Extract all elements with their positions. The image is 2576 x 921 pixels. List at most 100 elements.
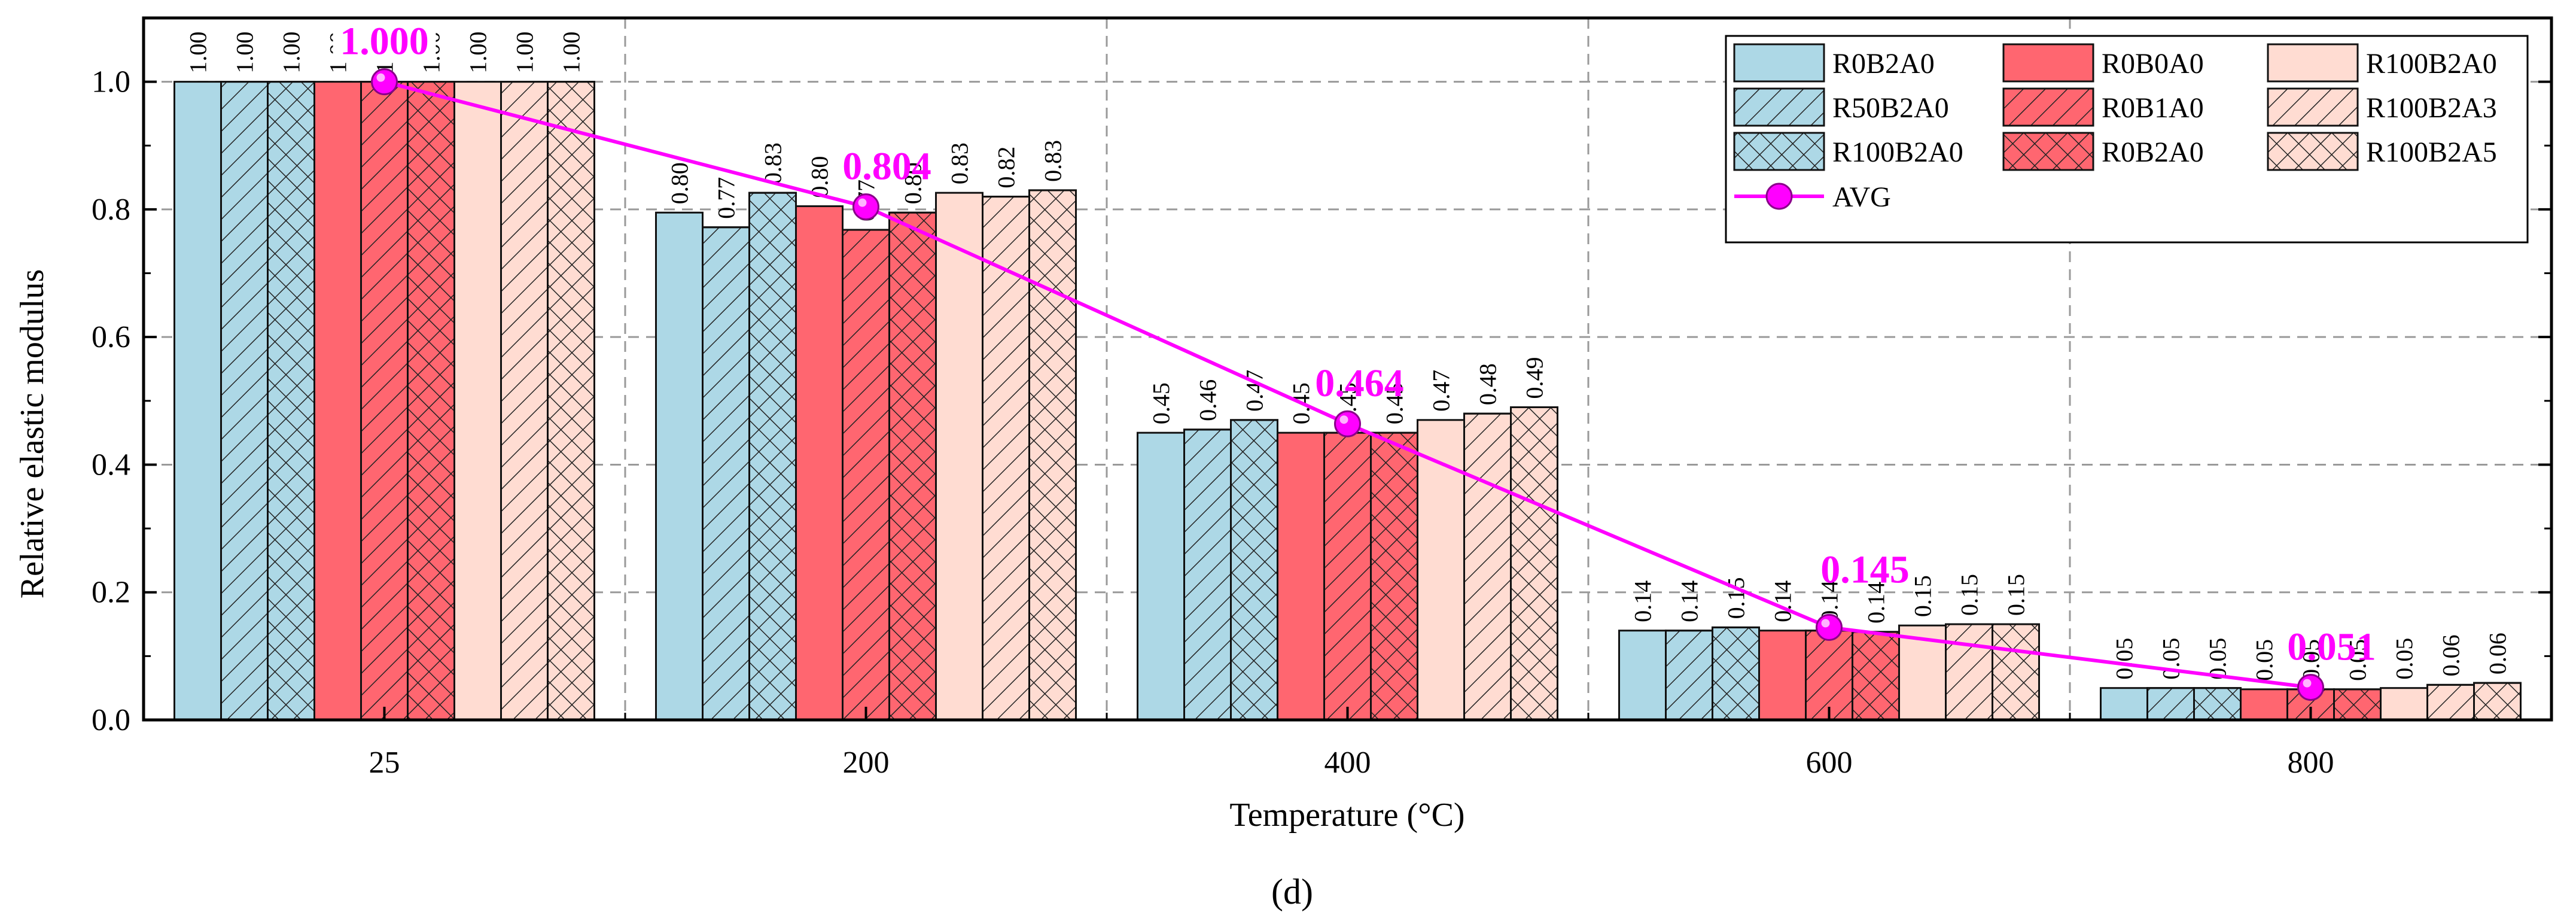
bar-value-labels: 1.001.001.001.001.001.001.001.001.000.80…: [185, 32, 2511, 681]
legend-swatch-pattern-R50B2A0: [1733, 87, 1825, 127]
y-tick-label: 0.0: [92, 703, 130, 737]
bar-pattern-R100B2A5-25: [547, 81, 595, 721]
bar-value-label: 0.80: [900, 162, 927, 204]
bar-pattern-R100B2A5-800: [2473, 682, 2522, 721]
figure-caption: (d): [1271, 872, 1313, 911]
bar-value-label: 0.15: [1956, 574, 1983, 616]
bar-value-label: 0.47: [1428, 370, 1455, 412]
bar-R100B2A0-200: [935, 192, 983, 721]
bar-R0B2A0-800: [2100, 687, 2148, 721]
avg-point: [371, 68, 398, 96]
bar-pattern-R100B2A0-25: [267, 81, 315, 721]
bar-value-label: 0.05: [2391, 638, 2418, 680]
avg-point: [2297, 674, 2324, 701]
bar-value-label: 0.45: [1381, 382, 1408, 424]
avg-point: [852, 193, 879, 221]
bar-value-label: 0.05: [2204, 638, 2231, 680]
legend-swatch-R0B0A0: [2002, 43, 2094, 83]
bar-value-label: 0.83: [946, 142, 973, 184]
bar-value-label: 0.05: [2344, 639, 2371, 681]
legend-swatch-R100B2A0: [2267, 43, 2359, 83]
legend-label: R50B2A0: [1832, 92, 1949, 124]
bar-value-label: 0.48: [1475, 363, 1502, 405]
bar-value-label: 0.05: [2111, 638, 2138, 680]
legend-label: R100B2A0: [1832, 136, 1963, 168]
bar-pattern-R100B2A5-200: [1028, 189, 1077, 721]
bar-R100B2A0-800: [2380, 687, 2428, 721]
legend-label: R100B2A3: [2366, 92, 2497, 124]
y-axis-title: Relative elastic modulus: [14, 269, 51, 599]
x-tick-label: 25: [369, 746, 400, 780]
bar-pattern-R100B2A5-400: [1510, 406, 1558, 721]
x-tick-label: 200: [843, 746, 890, 780]
bar-value-label: 1.00: [185, 32, 212, 74]
legend-avg-marker: [1765, 183, 1793, 210]
avg-value-label: 0.145: [1820, 548, 1910, 591]
legend: R0B2A0 R50B2A0 R100B2A0 R0B0A0 R0B1A0 R0B2A0 R…: [1725, 35, 2529, 244]
legend-label: R100B2A0: [2366, 48, 2497, 80]
bar-pattern-R0B1A0-25: [360, 81, 409, 721]
bar-value-label: 0.05: [2251, 639, 2278, 681]
bar-R0B2A0-200: [655, 211, 704, 721]
avg-label-bg: [333, 19, 436, 62]
avg-point-highlight: [376, 73, 385, 82]
bar-pattern-R0B1A0-400: [1323, 431, 1372, 721]
bar-value-label: 0.83: [760, 142, 787, 184]
bar-R0B0A0-400: [1277, 431, 1325, 721]
bar-R0B2A0-600: [1618, 630, 1667, 721]
bar-value-label: 1.00: [278, 32, 305, 74]
bar-value-label: 0.14: [1863, 582, 1890, 624]
bar-pattern-R100B2A3-600: [1945, 623, 1993, 721]
bar-R100B2A0-25: [453, 81, 502, 721]
bar-pattern-R100B2A3-25: [500, 81, 549, 721]
bar-value-label: 0.83: [1040, 140, 1067, 182]
legend-label: R0B2A0: [1832, 48, 1935, 80]
avg-value-label: 1.000: [340, 20, 429, 63]
bar-value-label: 1.00: [558, 32, 585, 74]
bar-R0B0A0-600: [1758, 630, 1807, 721]
bar-value-label: 0.77: [713, 177, 740, 219]
bar-pattern-R50B2A0-25: [220, 81, 269, 721]
legend-swatch-R0B2A0: [1733, 43, 1825, 83]
axes: 0.0 0.2 0.4 0.6 0.8 1.0 25 200 400 600 800: [92, 16, 2553, 780]
bar-value-label: 0.49: [1521, 357, 1548, 399]
bar-value-label: 1.00: [232, 32, 258, 74]
bar-pattern-R100B2A5-600: [1992, 623, 2040, 721]
bar-R0B0A0-200: [795, 205, 844, 721]
legend-label: R0B1A0: [2102, 92, 2204, 124]
legend-label-avg: AVG: [1832, 181, 1891, 213]
bar-pattern-R0B2A0-200: [888, 211, 937, 721]
legend-swatch-pattern-R0B2A0: [2002, 132, 2094, 171]
y-tick-label: 0.2: [92, 576, 130, 610]
bar-R0B0A0-800: [2240, 688, 2288, 721]
bar-pattern-R50B2A0-200: [702, 226, 750, 721]
bar-value-label: 0.80: [666, 162, 693, 204]
bar-pattern-R100B2A0-200: [748, 192, 797, 721]
bar-R0B2A0-25: [173, 81, 222, 721]
bar-value-label: 0.45: [1148, 382, 1175, 424]
legend-label: R100B2A5: [2366, 136, 2497, 168]
avg-value-label: 0.464: [1315, 361, 1404, 405]
avg-point-highlight: [1821, 619, 1830, 628]
bar-pattern-R0B2A0-25: [407, 81, 455, 721]
x-axis-title: Temperature (°C): [1229, 797, 1464, 834]
bar-value-label: 0.14: [1630, 580, 1657, 622]
bar-value-label: 0.82: [993, 147, 1020, 189]
x-tick-label: 400: [1324, 746, 1371, 780]
bar-pattern-R100B2A3-400: [1463, 412, 1512, 721]
x-tick-label: 800: [2288, 746, 2334, 780]
bar-value-label: 0.06: [2438, 634, 2465, 676]
bar-R0B0A0-25: [313, 81, 362, 721]
bar-value-label: 0.14: [1770, 580, 1796, 622]
y-tick-label: 0.4: [92, 448, 130, 482]
avg-point-highlight: [2303, 679, 2312, 688]
legend-label: R0B0A0: [2102, 48, 2204, 80]
bar-pattern-R100B2A3-200: [982, 196, 1030, 721]
avg-point: [1816, 613, 1843, 641]
avg-point-highlight: [1339, 415, 1348, 424]
bar-value-label: 0.05: [2158, 638, 2185, 680]
y-tick-label: 0.8: [92, 193, 130, 227]
bar-pattern-R0B1A0-200: [842, 229, 890, 721]
bar-pattern-R100B2A0-400: [1230, 419, 1278, 721]
legend-swatch-pattern-R100B2A3: [2267, 87, 2359, 127]
